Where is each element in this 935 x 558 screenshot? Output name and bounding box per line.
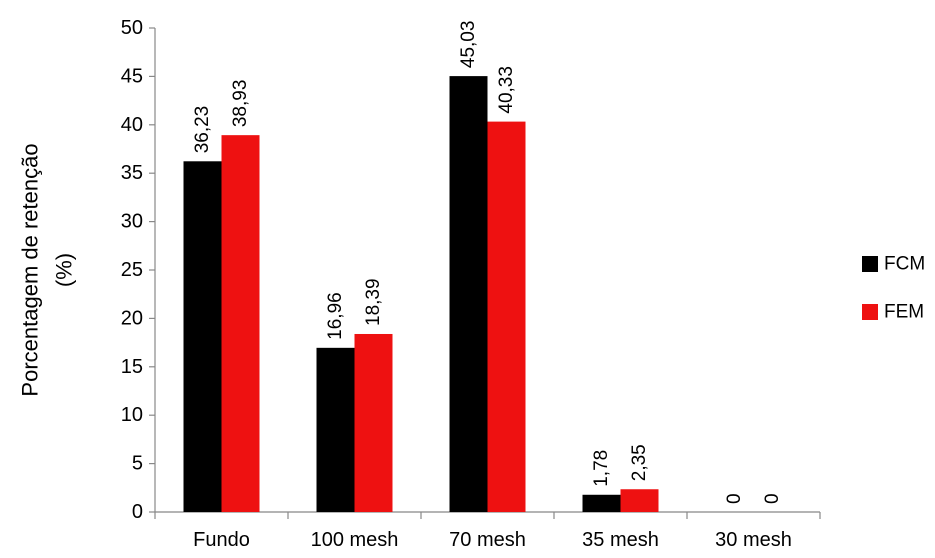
data-label: 45,03 bbox=[458, 21, 479, 69]
bars bbox=[183, 76, 659, 513]
legend-swatch-fcm bbox=[862, 256, 878, 272]
data-label: 1,78 bbox=[591, 450, 612, 487]
y-axis-tick-label: 50 bbox=[121, 17, 143, 39]
data-label: 40,33 bbox=[496, 66, 517, 114]
legend-label-fcm: FCM bbox=[884, 254, 925, 275]
y-axis-tick-label: 35 bbox=[121, 162, 143, 184]
bar-fcm bbox=[183, 161, 222, 513]
bar-fem bbox=[221, 135, 260, 512]
bar-fcm bbox=[449, 76, 488, 513]
data-labels: 36,23 38,93 16,96 18,39 45,03 40,33 1,78 2,35 0 0 bbox=[192, 21, 783, 504]
bar-fem bbox=[354, 333, 393, 512]
y-axis-label-line: Porcentagem de retenção bbox=[18, 143, 43, 396]
y-axis-tick-label: 0 bbox=[132, 501, 143, 523]
y-axis-tick-label: 5 bbox=[132, 453, 143, 475]
data-label: 16,96 bbox=[325, 292, 346, 340]
legend: FCM FEM bbox=[862, 254, 925, 323]
y-axis-label-line: (%) bbox=[52, 253, 77, 287]
data-label: 0 bbox=[724, 493, 745, 504]
y-axis-tick-label: 15 bbox=[121, 356, 143, 378]
x-axis-categories: Fundo 100 mesh 70 mesh 35 mesh 30 mesh bbox=[193, 529, 792, 551]
data-label: 18,39 bbox=[363, 278, 384, 326]
bar-fcm bbox=[582, 494, 621, 512]
legend-swatch-fem bbox=[862, 304, 878, 320]
x-axis-category-label: Fundo bbox=[193, 529, 250, 551]
y-axis-tick-label: 20 bbox=[121, 307, 143, 329]
x-axis-category-label: 30 mesh bbox=[715, 529, 792, 551]
y-axis-ticks: 0 5 10 15 20 25 30 35 40 45 50 bbox=[121, 17, 155, 523]
bar-fem bbox=[487, 121, 526, 513]
bar-fcm bbox=[316, 347, 355, 512]
y-axis-tick-label: 40 bbox=[121, 114, 143, 136]
y-axis-tick-label: 25 bbox=[121, 259, 143, 281]
y-axis-tick-label: 10 bbox=[121, 404, 143, 426]
y-axis-tick-label: 45 bbox=[121, 65, 143, 87]
data-label: 0 bbox=[762, 493, 783, 504]
x-axis-category-label: 70 mesh bbox=[449, 529, 526, 551]
y-axis-label: Porcentagem de retenção (%) bbox=[18, 143, 77, 396]
data-label: 38,93 bbox=[230, 80, 251, 128]
bar-fem bbox=[620, 489, 659, 512]
x-axis-category-label: 100 mesh bbox=[311, 529, 399, 551]
y-axis-tick-label: 30 bbox=[121, 211, 143, 233]
data-label: 2,35 bbox=[629, 444, 650, 481]
data-label: 36,23 bbox=[192, 106, 213, 154]
legend-label-fem: FEM bbox=[884, 302, 924, 323]
x-axis-category-label: 35 mesh bbox=[582, 529, 659, 551]
